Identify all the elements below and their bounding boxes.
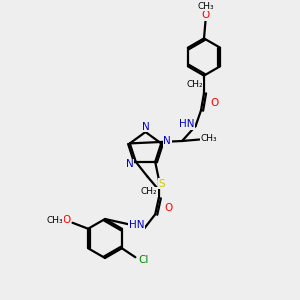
Text: CH₃: CH₃ [47,216,63,225]
Text: N: N [126,159,134,169]
Text: Cl: Cl [138,255,149,265]
Text: O: O [201,10,210,20]
Text: S: S [158,179,165,189]
Text: HN: HN [128,220,144,230]
Text: CH₃: CH₃ [197,2,214,10]
Text: N: N [163,136,171,146]
Text: CH₃: CH₃ [201,134,218,143]
Text: O: O [210,98,219,108]
Text: CH₂: CH₂ [141,187,158,196]
Text: N: N [142,122,149,132]
Text: O: O [165,202,173,213]
Text: CH₂: CH₂ [186,80,203,89]
Text: O: O [62,215,70,225]
Text: HN: HN [179,119,194,129]
